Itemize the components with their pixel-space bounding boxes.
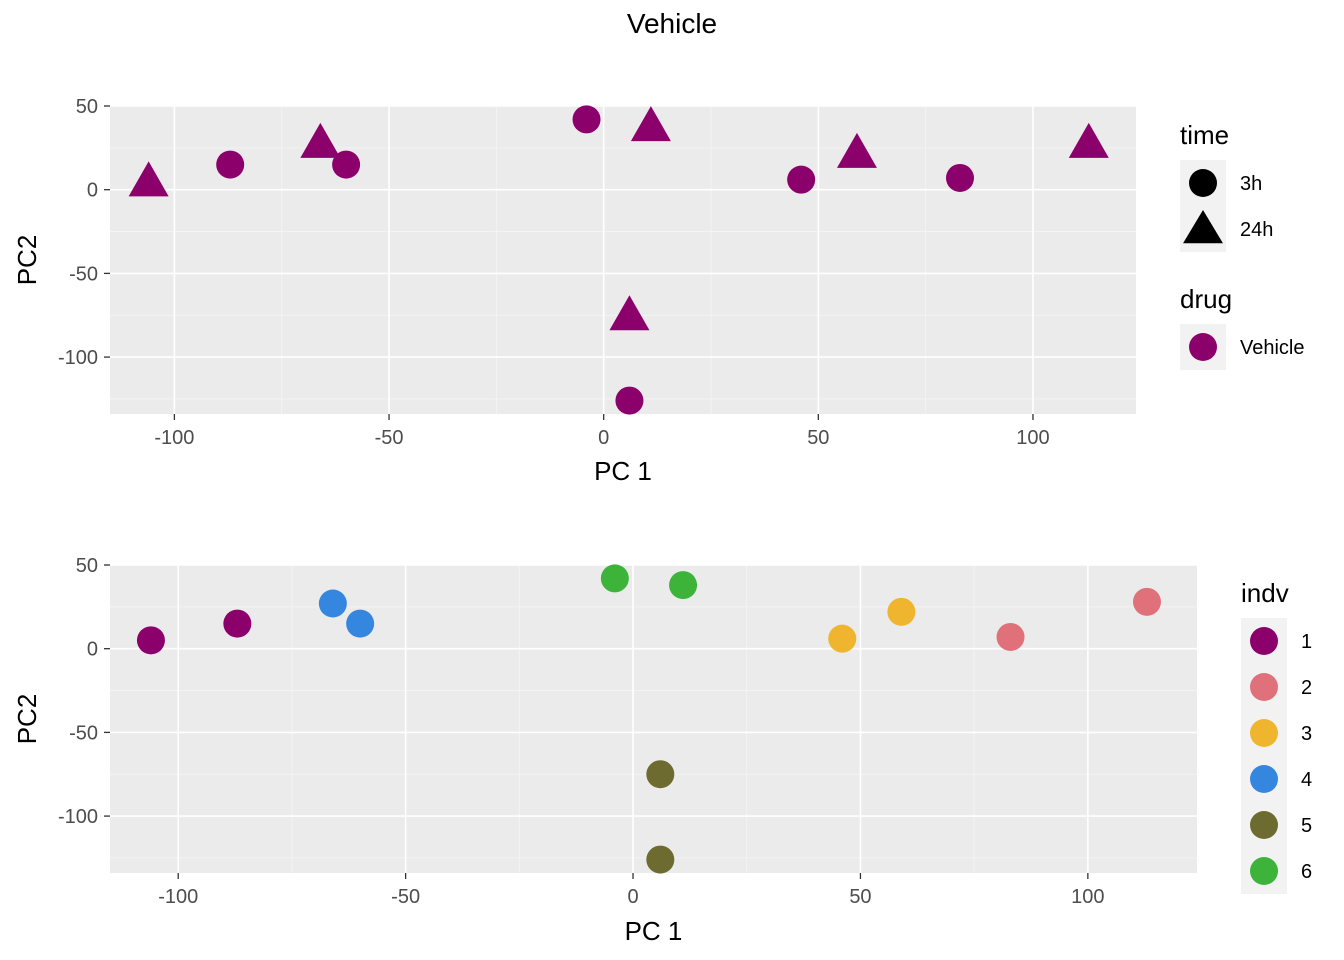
x-tick-label: -50 bbox=[391, 886, 420, 908]
legend-key-triangle bbox=[1183, 210, 1223, 244]
x-tick-label: 50 bbox=[849, 886, 871, 908]
y-tick-label: 0 bbox=[87, 180, 98, 202]
x-tick-label: 50 bbox=[807, 427, 829, 449]
data-point-circle bbox=[615, 386, 644, 415]
legend-key-color bbox=[1250, 857, 1278, 885]
x-tick-label: 0 bbox=[627, 886, 638, 908]
x-tick-label: 100 bbox=[1016, 427, 1049, 449]
legend-label: 3 bbox=[1301, 723, 1312, 745]
data-point-indv-2 bbox=[1132, 587, 1161, 616]
y-tick-label: 50 bbox=[76, 96, 98, 118]
data-point-triangle bbox=[630, 106, 671, 142]
data-point-triangle bbox=[609, 295, 650, 331]
data-point-triangle bbox=[128, 161, 169, 197]
legend-key-color bbox=[1250, 673, 1278, 701]
legend-key-color bbox=[1250, 765, 1278, 793]
legend-keys-bg bbox=[1241, 618, 1287, 894]
legend-key-color bbox=[1250, 719, 1278, 747]
y-tick-label: -50 bbox=[69, 722, 98, 744]
chart-panel-top: -100 -50 0 50 100 50 0 -50 -100 PC 1 PC2 time 3h 24h d… bbox=[12, 96, 1305, 486]
data-point-indv-1 bbox=[223, 609, 252, 638]
x-axis-title: PC 1 bbox=[594, 456, 652, 486]
x-tick-label: -50 bbox=[375, 427, 404, 449]
data-point-indv-5 bbox=[646, 760, 675, 789]
y-tick-label: -50 bbox=[69, 263, 98, 285]
legend-label: 4 bbox=[1301, 769, 1312, 791]
legend-key-color bbox=[1189, 333, 1217, 361]
data-point-indv-6 bbox=[600, 564, 629, 593]
x-tick-label: 0 bbox=[598, 427, 609, 449]
legend-label: 24h bbox=[1240, 219, 1273, 241]
legend-title-drug: drug bbox=[1180, 284, 1232, 314]
data-point-indv-3 bbox=[828, 624, 857, 653]
plot-title: Vehicle bbox=[627, 8, 717, 39]
x-axis-title: PC 1 bbox=[625, 916, 683, 946]
y-tick-label: 0 bbox=[87, 639, 98, 661]
data-point-triangle bbox=[1068, 122, 1109, 158]
data-point-indv-4 bbox=[318, 589, 347, 618]
data-point-indv-3 bbox=[887, 597, 916, 626]
legend-key-circle bbox=[1189, 169, 1217, 197]
data-point-circle bbox=[332, 150, 361, 179]
y-axis-title: PC2 bbox=[12, 694, 42, 745]
legend-title-time: time bbox=[1180, 120, 1229, 150]
legend-label: 1 bbox=[1301, 631, 1312, 653]
x-tick-label: -100 bbox=[154, 427, 194, 449]
legend-key-color bbox=[1250, 811, 1278, 839]
legend-title-indv: indv bbox=[1241, 578, 1289, 608]
chart-panel-bottom: -100 -50 0 50 100 50 0 -50 -100 PC 1 PC2 indv 1 2 3 4 5 6 bbox=[12, 555, 1312, 946]
legend-label: Vehicle bbox=[1240, 337, 1305, 359]
plot-background bbox=[110, 565, 1197, 873]
legend-key-color bbox=[1250, 627, 1278, 655]
data-point-indv-2 bbox=[996, 622, 1025, 651]
legend-label: 6 bbox=[1301, 861, 1312, 883]
x-tick-label: 100 bbox=[1071, 886, 1104, 908]
data-point-indv-6 bbox=[669, 571, 698, 600]
legend-label: 5 bbox=[1301, 815, 1312, 837]
data-point-triangle bbox=[836, 132, 877, 168]
legend-label: 2 bbox=[1301, 677, 1312, 699]
data-point-circle bbox=[945, 163, 974, 192]
plot-background bbox=[110, 106, 1136, 414]
y-tick-label: 50 bbox=[76, 555, 98, 577]
data-point-circle bbox=[216, 150, 245, 179]
data-point-indv-4 bbox=[346, 609, 375, 638]
y-tick-label: -100 bbox=[58, 806, 98, 828]
data-point-indv-1 bbox=[136, 626, 165, 655]
x-tick-label: -100 bbox=[158, 886, 198, 908]
y-tick-label: -100 bbox=[58, 347, 98, 369]
data-point-circle bbox=[572, 105, 601, 134]
legend-label: 3h bbox=[1240, 173, 1262, 195]
data-point-circle bbox=[787, 165, 816, 194]
y-axis-title: PC2 bbox=[12, 235, 42, 286]
data-point-indv-5 bbox=[646, 845, 675, 874]
data-point-triangle bbox=[300, 122, 341, 158]
